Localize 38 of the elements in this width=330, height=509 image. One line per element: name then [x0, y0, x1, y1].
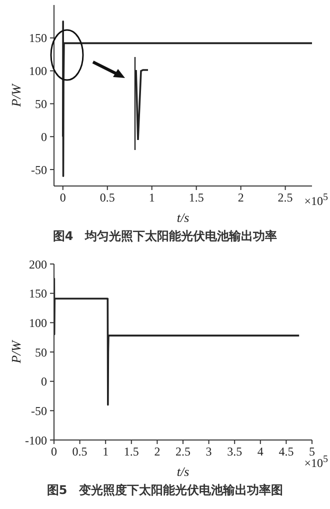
y-tick-label: 100: [29, 316, 47, 330]
x-tick-label: 2: [238, 190, 244, 205]
x-tick-label: 1.5: [188, 190, 204, 205]
line-series: [54, 278, 300, 406]
x-tick-label: 2.5: [278, 190, 293, 205]
y-tick-label: -50: [31, 404, 47, 418]
x-tick-label: 0: [60, 190, 66, 205]
x-tick-label: 5: [309, 444, 315, 459]
x-axis-title: t/s: [176, 210, 190, 225]
y-tick-label: 200: [29, 257, 47, 272]
y-axis-title: P/W: [8, 83, 24, 108]
y-tick-label: 0: [41, 130, 47, 144]
text: 图4 均匀光照下太阳能光伏电池输出功率: [52, 228, 278, 245]
y-tick-label: 150: [29, 31, 47, 46]
y-tick-label: -50: [31, 162, 47, 177]
y-tick-label: 100: [29, 64, 47, 78]
x-tick-label: 0.5: [72, 444, 88, 459]
x-tick-label: 3: [206, 444, 212, 459]
x-tick-label: 1: [102, 444, 109, 459]
x-tick-label: 3.5: [227, 444, 242, 459]
line-series: [62, 20, 312, 178]
x-tick-label: 1: [148, 190, 155, 205]
x-tick-label: 2: [154, 444, 160, 459]
x-tick-label: 1.5: [124, 444, 139, 459]
x-tick-label: 0.5: [100, 190, 115, 205]
y-axis-title: P/W: [8, 340, 24, 364]
x-tick-label: 4.5: [278, 444, 294, 459]
x-tick-label: 0: [51, 444, 57, 459]
y-tick-label: 150: [29, 286, 47, 301]
y-tick-label: 50: [35, 96, 47, 111]
y-tick-label: 50: [35, 345, 47, 360]
text: ×10$^{5}$: [304, 192, 328, 209]
y-tick-label: -100: [25, 433, 47, 448]
x-tick-label: 4: [257, 444, 264, 459]
x-axis-title: t/s: [176, 464, 190, 479]
y-tick-label: 0: [41, 374, 47, 389]
x-tick-label: 2.5: [176, 444, 190, 459]
text: 图5 变光照度下太阳能光伏电池输出功率图: [46, 482, 284, 499]
